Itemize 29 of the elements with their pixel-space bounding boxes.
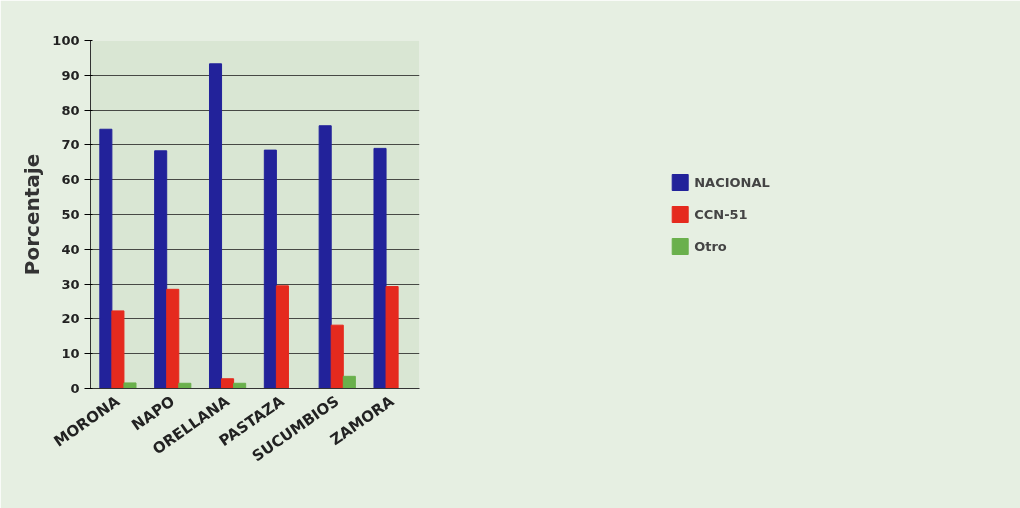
bar [221,378,235,389]
y-axis-title: Porcentaje [20,153,45,276]
bar [166,288,180,389]
y-tick-label: 60 [61,172,80,188]
legend-label: CCN-51 [694,206,748,222]
y-tick-label: 0 [70,381,80,396]
legend-label: Otro [694,238,727,254]
legend-label: NACIONAL [694,174,770,190]
y-tick-label: 40 [61,241,80,257]
y-tick-label: 70 [61,137,80,153]
y-tick-label: 90 [61,67,80,83]
bar [154,150,168,389]
y-tick-label: 20 [61,311,80,327]
y-tick-label: 80 [61,102,80,118]
bar [342,375,356,389]
bar [123,382,137,389]
y-tick-label: 30 [61,276,80,292]
y-tick-label: 10 [61,346,80,362]
bar [330,324,344,389]
y-tick-label: 50 [61,207,80,222]
bar [99,128,113,389]
bar [208,63,223,389]
bar [385,286,399,389]
bar [111,310,125,389]
bar [373,147,387,389]
bar [275,285,289,389]
y-tick-label: 100 [52,33,80,48]
bar [263,149,277,389]
bar [318,125,332,389]
